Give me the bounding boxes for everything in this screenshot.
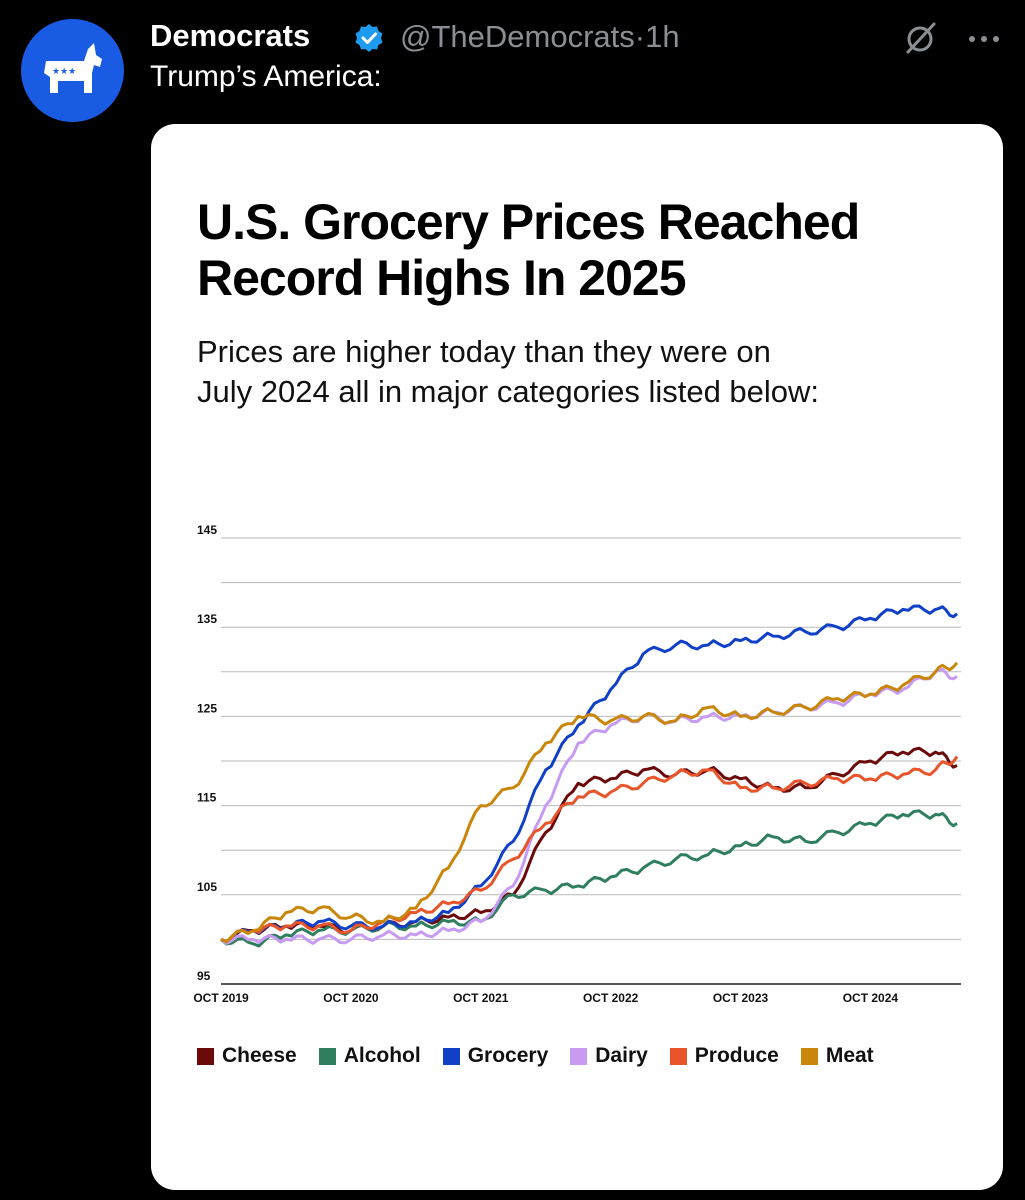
post-media-image[interactable]: U.S. Grocery Prices Reached Record Highs… <box>151 124 1003 1190</box>
legend-swatch <box>800 1047 818 1065</box>
series-line-grocery <box>220 604 958 944</box>
svg-text:★★★: ★★★ <box>52 67 76 77</box>
y-tick-label: 105 <box>197 880 217 894</box>
legend-label: Produce <box>694 1044 779 1067</box>
legend-label: Alcohol <box>343 1044 421 1067</box>
line-chart: 95 105 115 125 135 145 OCT 2019 OCT 2020 OCT 202… <box>193 523 961 1005</box>
y-tick-label: 135 <box>197 612 217 626</box>
chart-subtitle-line-1: Prices are higher today than they were o… <box>197 334 771 369</box>
legend-label: Dairy <box>595 1044 648 1067</box>
legend-item-dairy: Dairy <box>570 1044 648 1068</box>
chart-subtitle: Prices are higher today than they were o… <box>197 332 957 412</box>
x-tick-label: OCT 2022 <box>583 991 639 1005</box>
legend-item-alcohol: Alcohol <box>318 1044 421 1068</box>
chart-title-line-1: U.S. Grocery Prices Reached <box>197 194 860 250</box>
more-options-icon[interactable] <box>964 21 1004 55</box>
legend-item-grocery: Grocery <box>442 1044 549 1068</box>
verified-badge-icon <box>355 24 383 52</box>
chart-title-line-2: Record Highs In 2025 <box>197 250 687 306</box>
legend-label: Grocery <box>467 1044 549 1067</box>
x-tick-label: OCT 2020 <box>323 991 379 1005</box>
legend-swatch <box>318 1047 336 1065</box>
legend-item-meat: Meat <box>800 1044 874 1068</box>
y-tick-label: 145 <box>197 523 217 537</box>
chart-legend: Cheese Alcohol Grocery Dairy Produce Meat <box>197 1040 977 1072</box>
y-tick-label: 125 <box>197 701 217 715</box>
legend-item-cheese: Cheese <box>197 1044 297 1068</box>
series-line-cheese <box>220 746 958 944</box>
post-time[interactable]: 1h <box>645 19 680 54</box>
legend-swatch <box>570 1047 588 1065</box>
y-tick-label: 115 <box>197 791 217 805</box>
author-name[interactable]: Democrats <box>150 18 311 53</box>
author-handle[interactable]: @TheDemocrats <box>400 19 635 54</box>
legend-swatch <box>442 1047 460 1065</box>
grok-icon[interactable] <box>903 21 937 55</box>
series-line-meat <box>220 661 959 944</box>
series-line-dairy <box>220 667 958 945</box>
x-tick-label: OCT 2021 <box>453 991 509 1005</box>
avatar[interactable]: ★★★ <box>21 19 124 122</box>
legend-item-produce: Produce <box>669 1044 779 1068</box>
legend-swatch <box>669 1047 687 1065</box>
series-line-produce <box>220 755 959 944</box>
post-text: Trump’s America: <box>150 60 382 93</box>
post-header: Democrats @TheDemocrats·1h <box>150 10 1025 54</box>
legend-swatch <box>197 1047 214 1065</box>
donkey-logo-icon: ★★★ <box>43 42 102 93</box>
chart-title: U.S. Grocery Prices Reached Record Highs… <box>197 194 977 306</box>
meta-separator: · <box>634 19 646 54</box>
legend-label: Cheese <box>222 1044 297 1067</box>
y-tick-label: 95 <box>197 969 211 983</box>
x-tick-label: OCT 2024 <box>843 991 899 1005</box>
x-tick-label: OCT 2023 <box>713 991 769 1005</box>
post-meta: @TheDemocrats·1h <box>400 19 680 55</box>
legend-label: Meat <box>825 1044 874 1067</box>
x-tick-label: OCT 2019 <box>193 991 249 1005</box>
chart-subtitle-line-2: July 2024 all in major categories listed… <box>197 374 820 409</box>
